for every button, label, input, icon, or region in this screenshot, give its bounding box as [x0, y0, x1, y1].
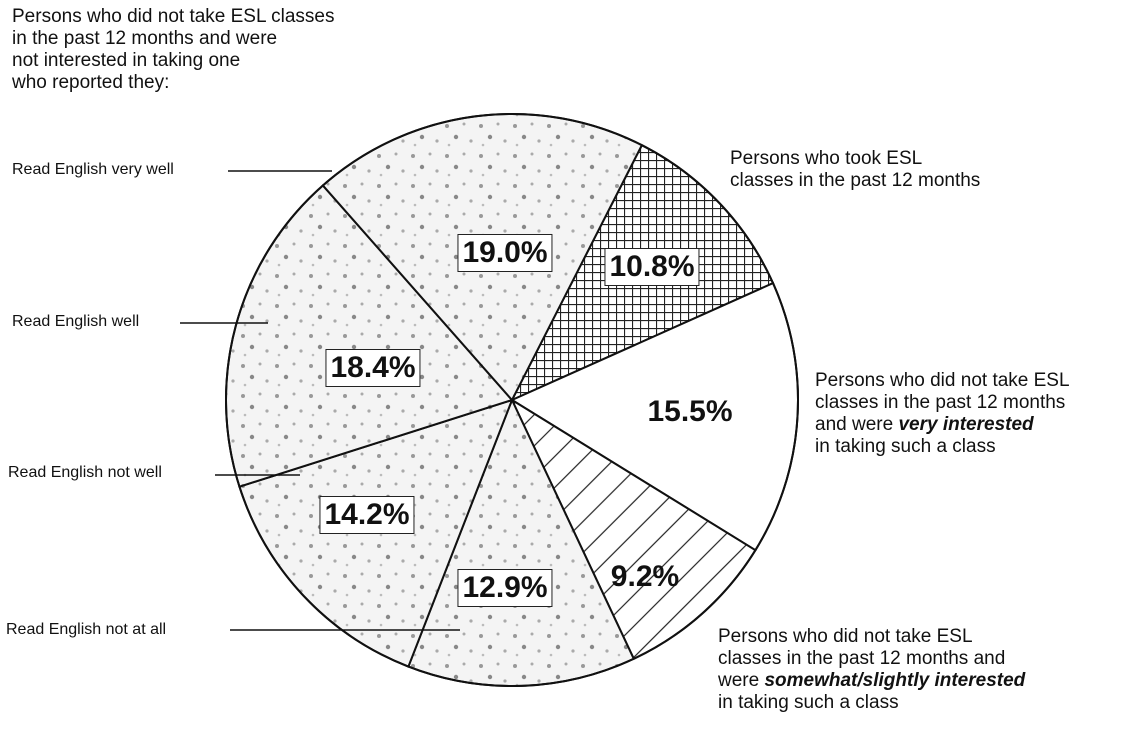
category-label: Persons who did not take ESL classes in …	[718, 626, 1025, 714]
value-label: 14.2%	[319, 496, 415, 534]
label-text: Persons who did not take ESL classes in …	[815, 370, 1070, 435]
category-label: Read English not at all	[6, 620, 166, 640]
value-label: 10.8%	[604, 248, 700, 286]
value-label: 19.0%	[457, 234, 553, 272]
label-text: Read English not well	[8, 464, 162, 481]
leaders	[180, 170, 460, 631]
value-label: 9.2%	[610, 560, 680, 593]
label-text: Read English well	[12, 313, 140, 330]
category-label: Persons who took ESL classes in the past…	[730, 148, 980, 192]
category-label: Read English well	[12, 312, 139, 332]
group-title: Persons who did not take ESL classes in …	[12, 6, 335, 93]
label-text: in taking such a class	[815, 436, 996, 457]
category-label: Read English not well	[8, 463, 162, 483]
value-label: 15.5%	[647, 395, 733, 428]
value-label: 12.9%	[457, 569, 553, 607]
label-text: Persons who did not take ESL classes in …	[718, 626, 1006, 691]
value-label: 18.4%	[325, 349, 421, 387]
label-text: Read English very well	[12, 161, 174, 178]
label-text: Persons who took ESL classes in the past…	[730, 148, 981, 191]
emphasis: somewhat/slightly interested	[764, 670, 1026, 691]
category-label: Read English very well	[12, 160, 174, 180]
emphasis: very interested	[898, 414, 1034, 435]
pie-outline	[225, 113, 799, 687]
category-label: Persons who did not take ESL classes in …	[815, 370, 1070, 458]
label-text: Read English not at all	[6, 621, 167, 638]
label-text: in taking such a class	[718, 692, 899, 713]
